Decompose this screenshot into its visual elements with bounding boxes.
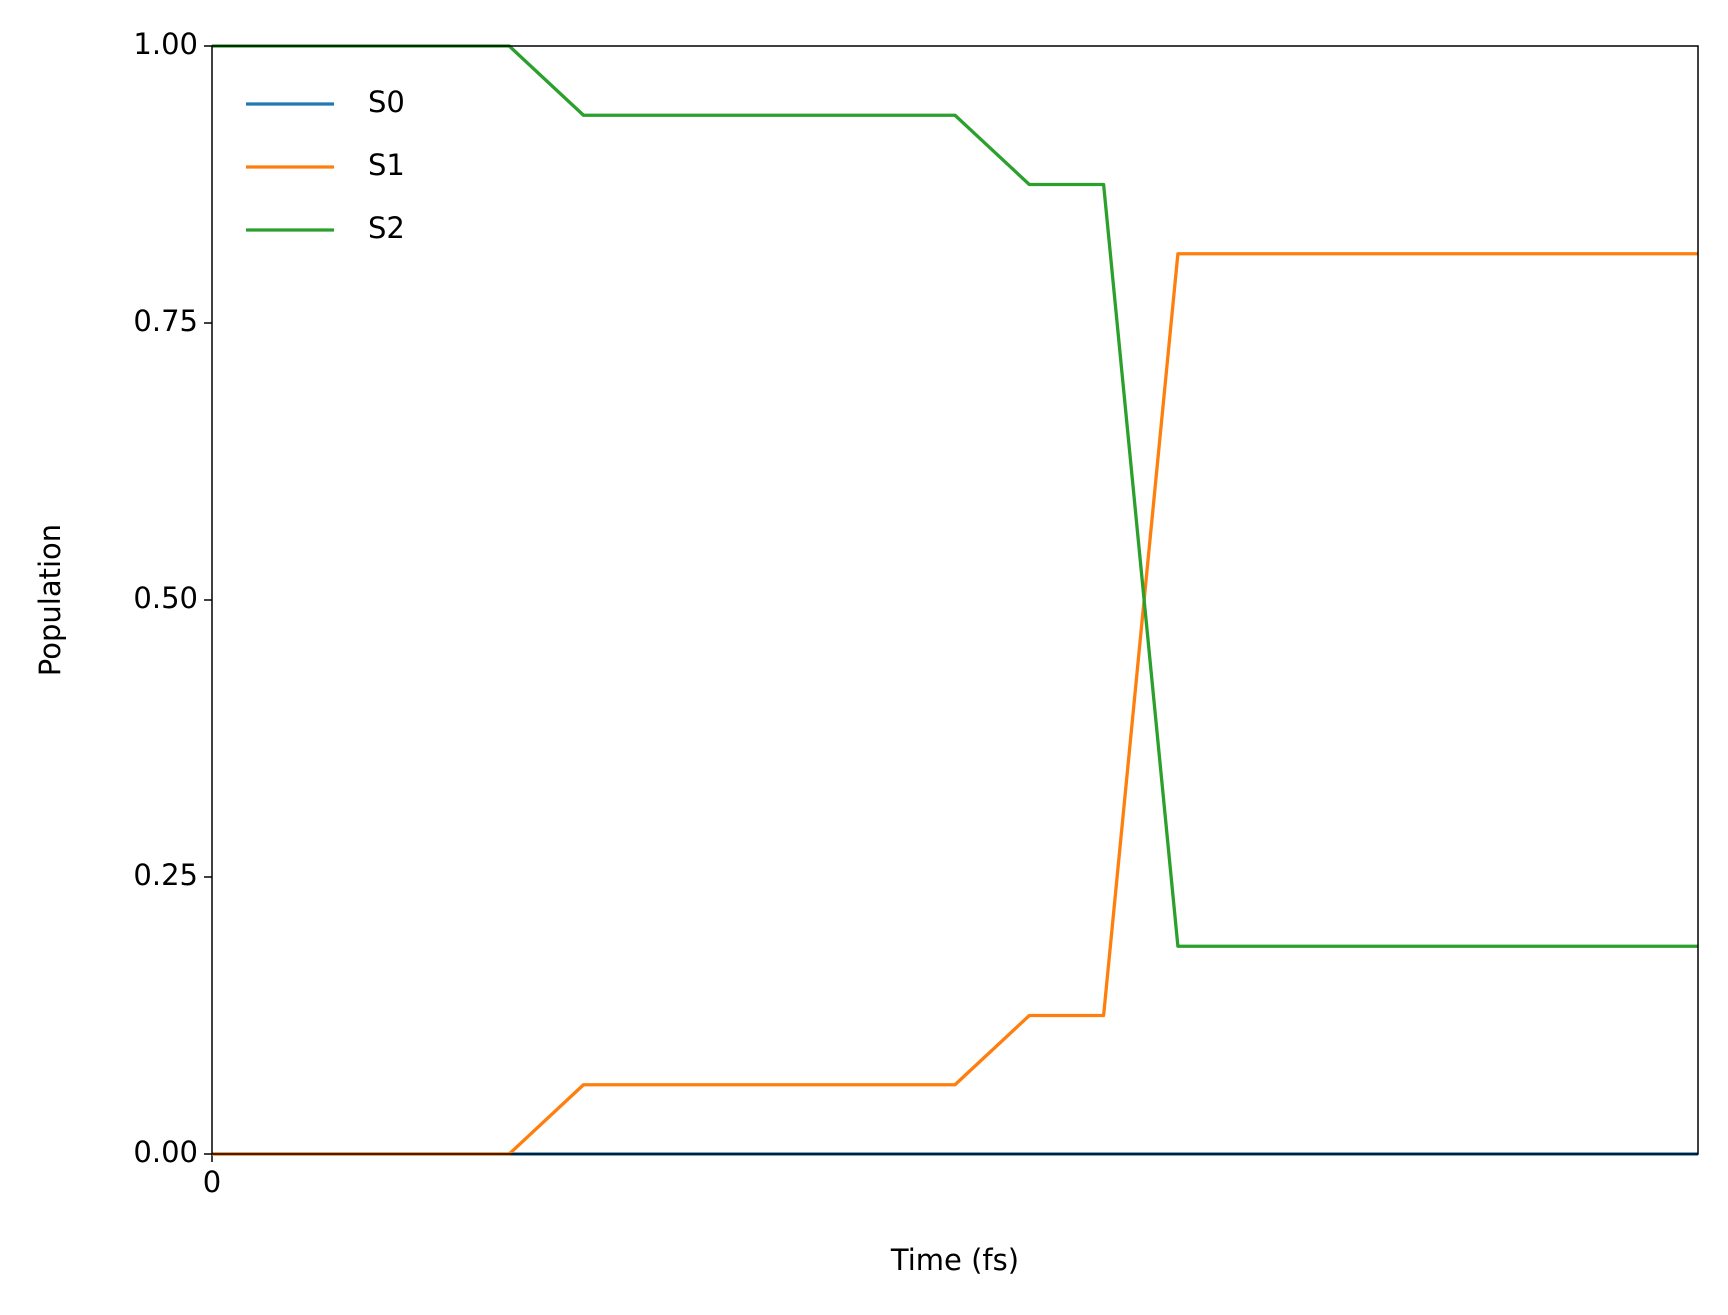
y-tick-label: 0.50 <box>133 581 198 615</box>
legend-label: S1 <box>368 148 405 182</box>
plot-frame <box>211 45 1699 1155</box>
legend-label: S0 <box>368 85 405 119</box>
y-tick-label: 0.00 <box>133 1135 198 1169</box>
x-axis-label: Time (fs) <box>890 1243 1019 1277</box>
series-line <box>212 252 1698 1156</box>
y-tick-label: 0.25 <box>133 858 198 892</box>
legend-label: S2 <box>368 211 405 245</box>
y-tick-label: 0.75 <box>133 304 198 338</box>
series-line <box>212 44 1698 948</box>
y-axis-label: Population <box>33 524 67 676</box>
y-tick-label: 1.00 <box>133 27 198 61</box>
x-tick-label: 0 <box>203 1165 221 1199</box>
